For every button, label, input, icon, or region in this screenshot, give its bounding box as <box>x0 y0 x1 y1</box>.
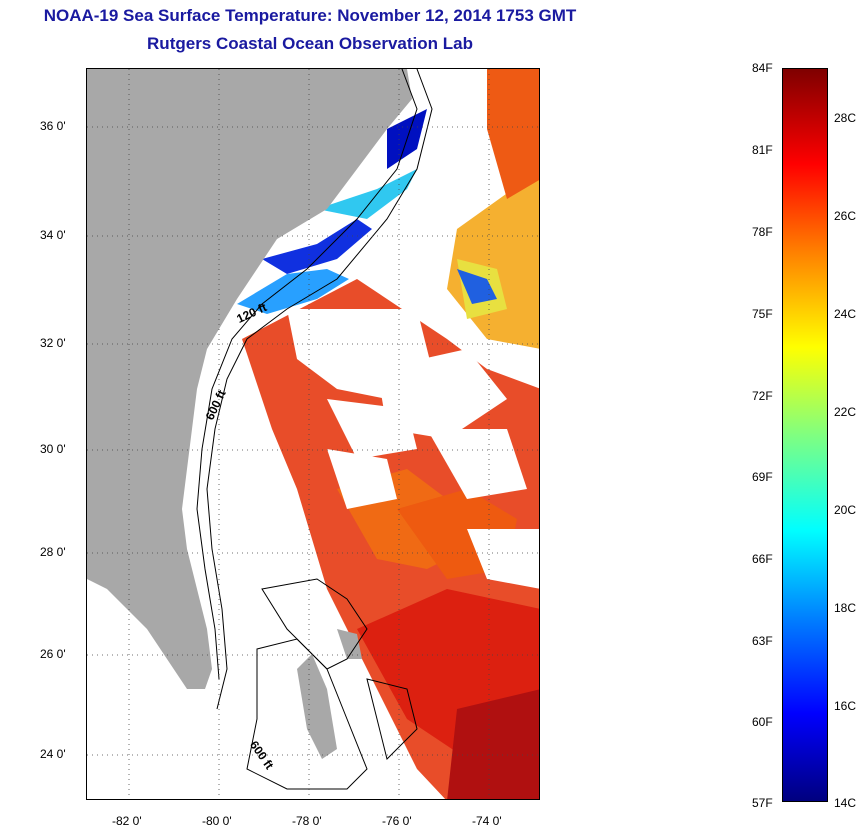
lat-label: 36 0' <box>40 119 66 133</box>
lat-label: 24 0' <box>40 747 66 761</box>
map-subtitle: Rutgers Coastal Ocean Observation Lab <box>147 34 473 53</box>
colorbar-c-label: 20C <box>834 503 857 517</box>
colorbar-c-label: 16C <box>834 699 857 713</box>
colorbar-f-label: 75F <box>752 307 773 321</box>
lon-label: -82 0' <box>112 814 142 828</box>
graticule <box>87 69 539 799</box>
lon-label: -80 0' <box>202 814 232 828</box>
lat-label: 30 0' <box>40 442 66 456</box>
lon-label: -76 0' <box>382 814 412 828</box>
lat-label: 32 0' <box>40 336 66 350</box>
colorbar-c-label: 26C <box>834 209 857 223</box>
colorbar-c-label: 18C <box>834 601 857 615</box>
colorbar-f-label: 84F <box>752 61 773 75</box>
colorbar-c-label: 28C <box>834 111 857 125</box>
map-title: NOAA-19 Sea Surface Temperature: Novembe… <box>43 6 577 25</box>
colorbar-f-label: 57F <box>752 796 773 810</box>
bahama-bank-contour <box>261 578 368 670</box>
colorbar-f-label: 69F <box>752 470 773 484</box>
land <box>87 69 412 759</box>
colorbar-f-label: 60F <box>752 715 773 729</box>
lat-label: 28 0' <box>40 545 66 559</box>
isobath-120ft <box>196 69 418 680</box>
colorbar-f-label: 81F <box>752 143 773 157</box>
bahama-bank-contour <box>246 638 368 790</box>
colorbar-f-label: 72F <box>752 389 773 403</box>
lon-label: -78 0' <box>292 814 322 828</box>
temperature-colorbar <box>782 68 828 802</box>
colorbar-c-label: 22C <box>834 405 857 419</box>
colorbar-f-label: 78F <box>752 225 773 239</box>
coastal-cold-water <box>237 109 427 314</box>
lat-label: 26 0' <box>40 647 66 661</box>
lon-label: -74 0' <box>472 814 502 828</box>
colorbar-c-label: 14C <box>834 796 857 810</box>
colorbar-f-label: 66F <box>752 552 773 566</box>
colorbar-c-label: 24C <box>834 307 857 321</box>
isobath-600ft <box>206 69 433 710</box>
sst-map <box>86 68 540 800</box>
isobaths <box>196 69 433 790</box>
bahama-bank-contour <box>366 678 418 760</box>
map-canvas <box>87 69 539 799</box>
sst-field <box>242 69 539 799</box>
lat-label: 34 0' <box>40 228 66 242</box>
colorbar-f-label: 63F <box>752 634 773 648</box>
